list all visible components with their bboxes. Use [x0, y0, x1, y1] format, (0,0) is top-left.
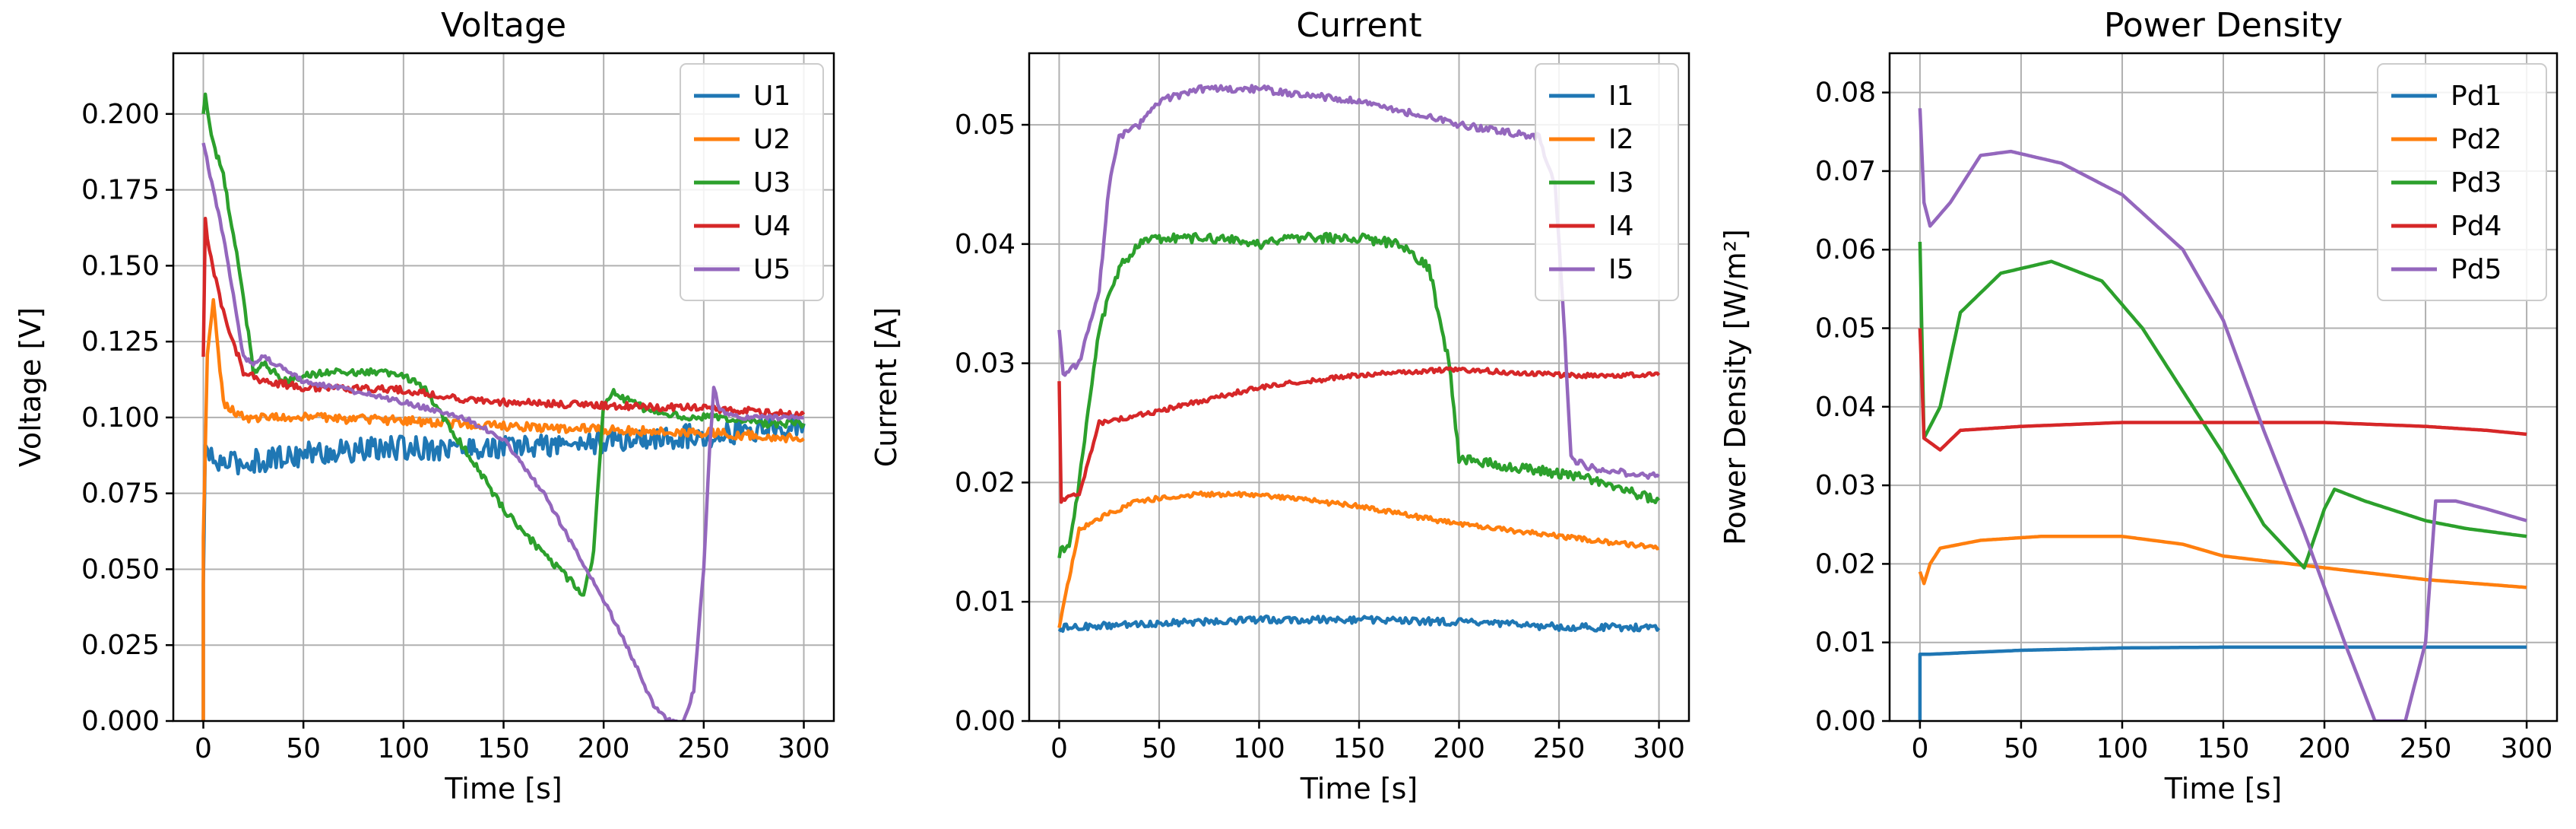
voltage-series-u2	[201, 297, 805, 721]
voltage-x-tick-label: 300	[778, 733, 830, 764]
voltage-series-u4	[201, 216, 806, 419]
voltage-legend-box	[680, 63, 824, 301]
power-density-legend-label-pd3: Pd3	[2451, 167, 2502, 199]
power-density-y-tick-label: 0.00	[1815, 706, 1876, 737]
power-density-x-tick-label: 100	[2096, 733, 2149, 764]
voltage-x-tick-label: 50	[286, 733, 321, 764]
voltage-legend: U1 U2 U3 U4 U5	[680, 63, 824, 301]
current-y-tick-label: 0.04	[955, 229, 1016, 260]
voltage-y-tick-label: 0.075	[81, 478, 160, 510]
voltage-x-axis-label: Time [s]	[444, 772, 562, 805]
current-x-tick-label: 100	[1233, 733, 1285, 764]
voltage-y-tick-label: 0.175	[81, 175, 160, 206]
current-x-axis-label: Time [s]	[1300, 772, 1418, 805]
power-density-legend: Pd1 Pd2 Pd3 Pd4 Pd5	[2377, 63, 2547, 301]
current-series-i1	[1057, 614, 1661, 634]
current-series-i2	[1057, 490, 1660, 628]
power-density-x-axis-label: Time [s]	[2164, 772, 2283, 805]
current-y-axis-label: Current [A]	[870, 307, 903, 467]
power-density-series-pd3	[1918, 241, 2527, 570]
power-density-title: Power Density	[2104, 6, 2343, 45]
current-series-i3	[1057, 231, 1661, 559]
current-legend-label-i4: I4	[1608, 211, 1634, 242]
current-y-tick-label: 0.00	[955, 706, 1016, 737]
voltage-y-tick-label: 0.125	[81, 326, 160, 357]
voltage-y-tick-label: 0.025	[81, 630, 160, 661]
current-y-tick-label: 0.01	[955, 586, 1016, 618]
current-title: Current	[1296, 6, 1421, 45]
current-legend-box	[1535, 63, 1679, 301]
current-series-i4	[1057, 366, 1661, 504]
power-density-x-tick-label: 150	[2197, 733, 2250, 764]
power-density-chart: 0 50 100 150 200 250 300 0.00 0.01 0.02 0.03 0.04 0.…	[1719, 6, 2559, 805]
current-legend-label-i5: I5	[1608, 254, 1634, 285]
voltage-x-tick-label: 150	[477, 733, 530, 764]
power-density-series-pd4	[1918, 328, 2527, 452]
voltage-y-tick-label: 0.050	[81, 554, 160, 585]
voltage-title: Voltage	[441, 6, 566, 45]
voltage-x-tick-label: 0	[195, 733, 212, 764]
power-density-y-axis-label: Power Density [W/m²]	[1719, 229, 1752, 545]
power-density-y-tick-label: 0.08	[1815, 78, 1876, 109]
voltage-x-tick-label: 200	[578, 733, 630, 764]
current-legend-label-i1: I1	[1608, 81, 1634, 112]
current-x-tick-label: 250	[1533, 733, 1586, 764]
power-density-x-tick-label: 200	[2299, 733, 2351, 764]
current-chart: 0 50 100 150 200 250 300 0.00 0.01 0.02 0.03 0.04 0.…	[870, 6, 1690, 805]
power-density-series-pd5	[1918, 108, 2527, 721]
power-density-legend-box	[2377, 63, 2547, 301]
current-legend-label-i3: I3	[1608, 167, 1634, 199]
power-density-x-tick-label: 0	[1911, 733, 1928, 764]
power-density-y-tick-label: 0.06	[1815, 234, 1876, 265]
current-legend-label-i2: I2	[1608, 124, 1634, 155]
power-density-legend-label-pd2: Pd2	[2451, 124, 2502, 155]
power-density-series-pd2	[1918, 535, 2527, 589]
current-x-tick-label: 50	[1142, 733, 1177, 764]
current-y-tick-label: 0.03	[955, 348, 1016, 380]
voltage-x-tick-label: 100	[377, 733, 429, 764]
power-density-legend-label-pd5: Pd5	[2451, 254, 2502, 285]
voltage-legend-label-u4: U4	[753, 211, 791, 242]
power-density-y-tick-label: 0.01	[1815, 627, 1876, 659]
voltage-series-u1	[201, 414, 806, 721]
current-x-tick-label: 200	[1433, 733, 1485, 764]
current-legend: I1 I2 I3 I4 I5	[1535, 63, 1679, 301]
voltage-legend-label-u3: U3	[753, 167, 791, 199]
voltage-y-tick-label: 0.150	[81, 250, 160, 281]
power-density-x-tick-label: 250	[2400, 733, 2452, 764]
power-density-y-tick-label: 0.05	[1815, 313, 1876, 345]
voltage-x-tick-label: 250	[677, 733, 730, 764]
voltage-y-axis-label: Voltage [V]	[14, 307, 47, 467]
current-x-tick-label: 300	[1633, 733, 1685, 764]
voltage-chart: 0 50 100 150 200 250 300 0.000 0.025 0.050 0.075 0.…	[14, 6, 835, 805]
power-density-legend-label-pd4: Pd4	[2451, 211, 2502, 242]
power-density-legend-label-pd1: Pd1	[2451, 81, 2502, 112]
voltage-legend-label-u2: U2	[753, 124, 791, 155]
power-density-y-tick-label: 0.07	[1815, 156, 1876, 187]
voltage-legend-label-u5: U5	[753, 254, 791, 285]
current-y-tick-label: 0.02	[955, 467, 1016, 498]
current-x-tick-label: 0	[1050, 733, 1068, 764]
power-density-x-tick-label: 300	[2501, 733, 2553, 764]
power-density-x-tick-label: 50	[2004, 733, 2039, 764]
power-density-y-tick-label: 0.03	[1815, 470, 1876, 501]
power-density-y-tick-label: 0.04	[1815, 392, 1876, 423]
current-y-tick-label: 0.05	[955, 110, 1016, 141]
voltage-series-u5	[201, 142, 804, 721]
power-density-y-tick-label: 0.02	[1815, 548, 1876, 580]
voltage-legend-label-u1: U1	[753, 81, 791, 112]
voltage-y-tick-label: 0.200	[81, 99, 160, 130]
current-x-tick-label: 150	[1333, 733, 1386, 764]
voltage-y-tick-label: 0.000	[81, 706, 160, 737]
voltage-y-tick-label: 0.100	[81, 402, 160, 434]
